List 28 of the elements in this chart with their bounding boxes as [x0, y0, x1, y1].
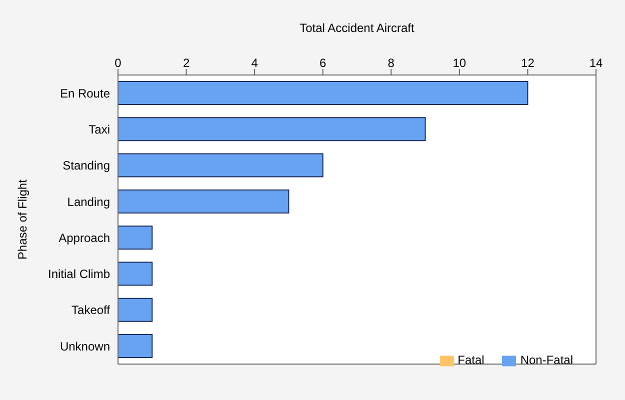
bar	[118, 117, 426, 142]
legend-label: Fatal	[458, 353, 484, 368]
y-tick-label: En Route	[60, 86, 110, 100]
bar	[118, 226, 153, 250]
y-tick-label: Approach	[58, 230, 110, 245]
y-tick-label: Taxi	[88, 122, 110, 136]
y-tick-label: Landing	[67, 194, 110, 209]
x-tick-label: 2	[182, 56, 190, 70]
legend-label: Non-Fatal	[520, 353, 573, 368]
x-axis-title: Total Accident Aircraft	[300, 21, 416, 35]
x-tick-label: 10	[452, 56, 466, 70]
bar	[118, 189, 290, 214]
bar	[118, 153, 324, 178]
y-tick-label: Unknown	[60, 339, 110, 354]
x-tick-label: 8	[388, 56, 395, 70]
bar	[118, 334, 153, 358]
x-tick-label: 12	[521, 56, 535, 70]
y-tick-label: Standing	[62, 158, 110, 173]
y-tick-label: Takeoff	[72, 303, 111, 318]
x-tick-label: 14	[589, 56, 603, 70]
bar	[118, 81, 528, 106]
bar	[118, 262, 153, 286]
y-tick-label: Initial Climb	[48, 267, 110, 282]
x-tick-label: 0	[114, 56, 122, 70]
x-tick-label: 6	[320, 56, 327, 70]
y-axis-title: Phase of Flight	[15, 178, 30, 260]
bar	[118, 298, 153, 322]
x-tick-label: 4	[251, 56, 258, 70]
